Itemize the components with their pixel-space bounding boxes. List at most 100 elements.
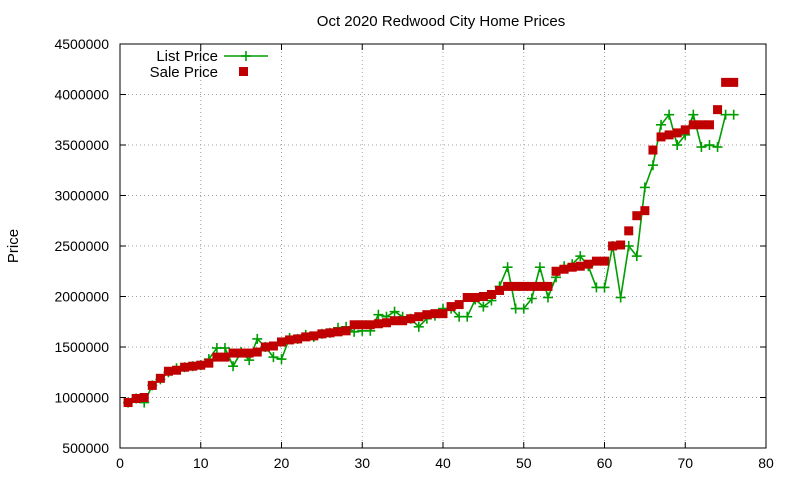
- list-price-point: [712, 142, 723, 153]
- sale-price-point: [608, 241, 618, 251]
- series-layer: [123, 77, 739, 408]
- list-price-point: [219, 343, 230, 354]
- legend-swatch-list-price: [224, 51, 268, 61]
- sale-price-point: [519, 281, 529, 291]
- sale-price-point: [664, 130, 674, 140]
- list-price-point: [228, 361, 239, 372]
- y-tick-label: 2000000: [54, 289, 109, 305]
- sale-price-point: [333, 327, 343, 337]
- sale-price-point: [721, 77, 731, 87]
- list-price-point: [373, 309, 384, 320]
- sale-price-point: [446, 302, 456, 312]
- sale-price-point: [131, 394, 141, 404]
- sale-price-point: [317, 329, 327, 339]
- x-tick-label: 70: [677, 455, 693, 471]
- sale-price-point: [729, 77, 739, 87]
- chart-title: Oct 2020 Redwood City Home Prices: [317, 13, 565, 30]
- sale-price-point: [293, 334, 303, 344]
- sale-price-point: [188, 361, 198, 371]
- list-price-point: [276, 354, 287, 365]
- plot-frame: [119, 43, 767, 449]
- list-price-point: [268, 352, 279, 363]
- y-tick-label: 2500000: [54, 238, 109, 254]
- sale-price-point: [648, 145, 658, 155]
- sale-price-point: [196, 360, 206, 370]
- sale-price-point: [212, 352, 222, 362]
- sale-price-point: [349, 320, 359, 330]
- x-tick-label: 20: [274, 455, 290, 471]
- sale-price-point: [268, 341, 278, 351]
- sale-price-point: [600, 256, 609, 266]
- y-tick-label: 1500000: [54, 339, 109, 355]
- sale-price-point: [567, 262, 577, 272]
- list-price-point: [534, 262, 545, 273]
- sale-price-point: [640, 206, 650, 216]
- sale-price-point: [180, 362, 190, 372]
- x-tick-label: 40: [435, 455, 451, 471]
- sale-price-point: [204, 358, 214, 368]
- x-tick-label: 10: [193, 455, 209, 471]
- sale-price-point: [713, 105, 723, 115]
- list-price-point: [615, 292, 626, 303]
- list-price-point: [575, 251, 586, 262]
- list-price-point: [518, 303, 529, 314]
- sale-price-point: [430, 309, 440, 319]
- sale-price-point: [632, 211, 642, 221]
- sale-price-point: [406, 314, 416, 324]
- sale-price-point: [422, 310, 432, 320]
- sale-price-point: [575, 261, 585, 271]
- y-tick-label: 3000000: [54, 188, 109, 204]
- list-price-point: [631, 251, 642, 262]
- axis-ticks: 0 10 20 30 40 50 60 70 80 500000 1000000 1500000 200…: [54, 36, 774, 471]
- sale-price-point: [260, 342, 270, 352]
- sale-price-point: [139, 393, 149, 402]
- sale-price-point: [454, 300, 464, 310]
- list-price-point: [462, 311, 473, 322]
- sale-price-point: [172, 365, 182, 375]
- list-price-point: [728, 109, 739, 120]
- sale-price-point: [704, 120, 714, 130]
- legend-marker: [241, 51, 251, 61]
- list-price-point: [704, 140, 715, 150]
- legend-label-list-price: List Price: [156, 48, 218, 65]
- y-tick-label: 3500000: [54, 137, 109, 153]
- sale-price-point: [486, 289, 496, 299]
- legend: List Price Sale Price: [150, 48, 268, 81]
- x-tick-label: 30: [354, 455, 370, 471]
- list-price-point: [656, 119, 667, 130]
- sale-price-point: [373, 319, 383, 329]
- sale-price-point: [381, 318, 391, 328]
- list-price-point: [502, 262, 513, 273]
- x-tick-label: 50: [516, 455, 532, 471]
- sale-price-point: [155, 373, 165, 383]
- list-price-point: [647, 160, 658, 171]
- sale-price-point: [390, 316, 400, 326]
- list-price-point: [599, 282, 610, 293]
- sale-price-point: [163, 366, 173, 376]
- grid: [120, 44, 766, 448]
- sale-price-point: [301, 332, 311, 342]
- sale-price-point: [147, 380, 157, 390]
- sale-price-point: [688, 120, 698, 130]
- sale-price-point: [591, 256, 601, 266]
- sale-price-point: [696, 120, 706, 130]
- sale-price-point: [365, 320, 375, 330]
- list-price-point: [252, 333, 263, 344]
- list-price-point: [696, 142, 707, 153]
- list-price-point: [639, 182, 650, 193]
- sale-price-point: [244, 348, 254, 358]
- sale-price-point: [551, 266, 561, 276]
- sale-price-point: [236, 348, 246, 358]
- list-price-point: [526, 293, 537, 304]
- sale-price-point: [470, 293, 480, 303]
- y-tick-label: 1000000: [54, 390, 109, 406]
- sale-price-point: [478, 292, 488, 301]
- sale-price-point: [680, 125, 690, 135]
- sale-price-point: [228, 348, 238, 358]
- sale-price-point: [357, 320, 367, 330]
- sale-price-point: [672, 128, 682, 138]
- sale-price-point: [325, 328, 335, 338]
- sale-price-point: [438, 309, 448, 319]
- y-axis-label: Price: [5, 229, 22, 263]
